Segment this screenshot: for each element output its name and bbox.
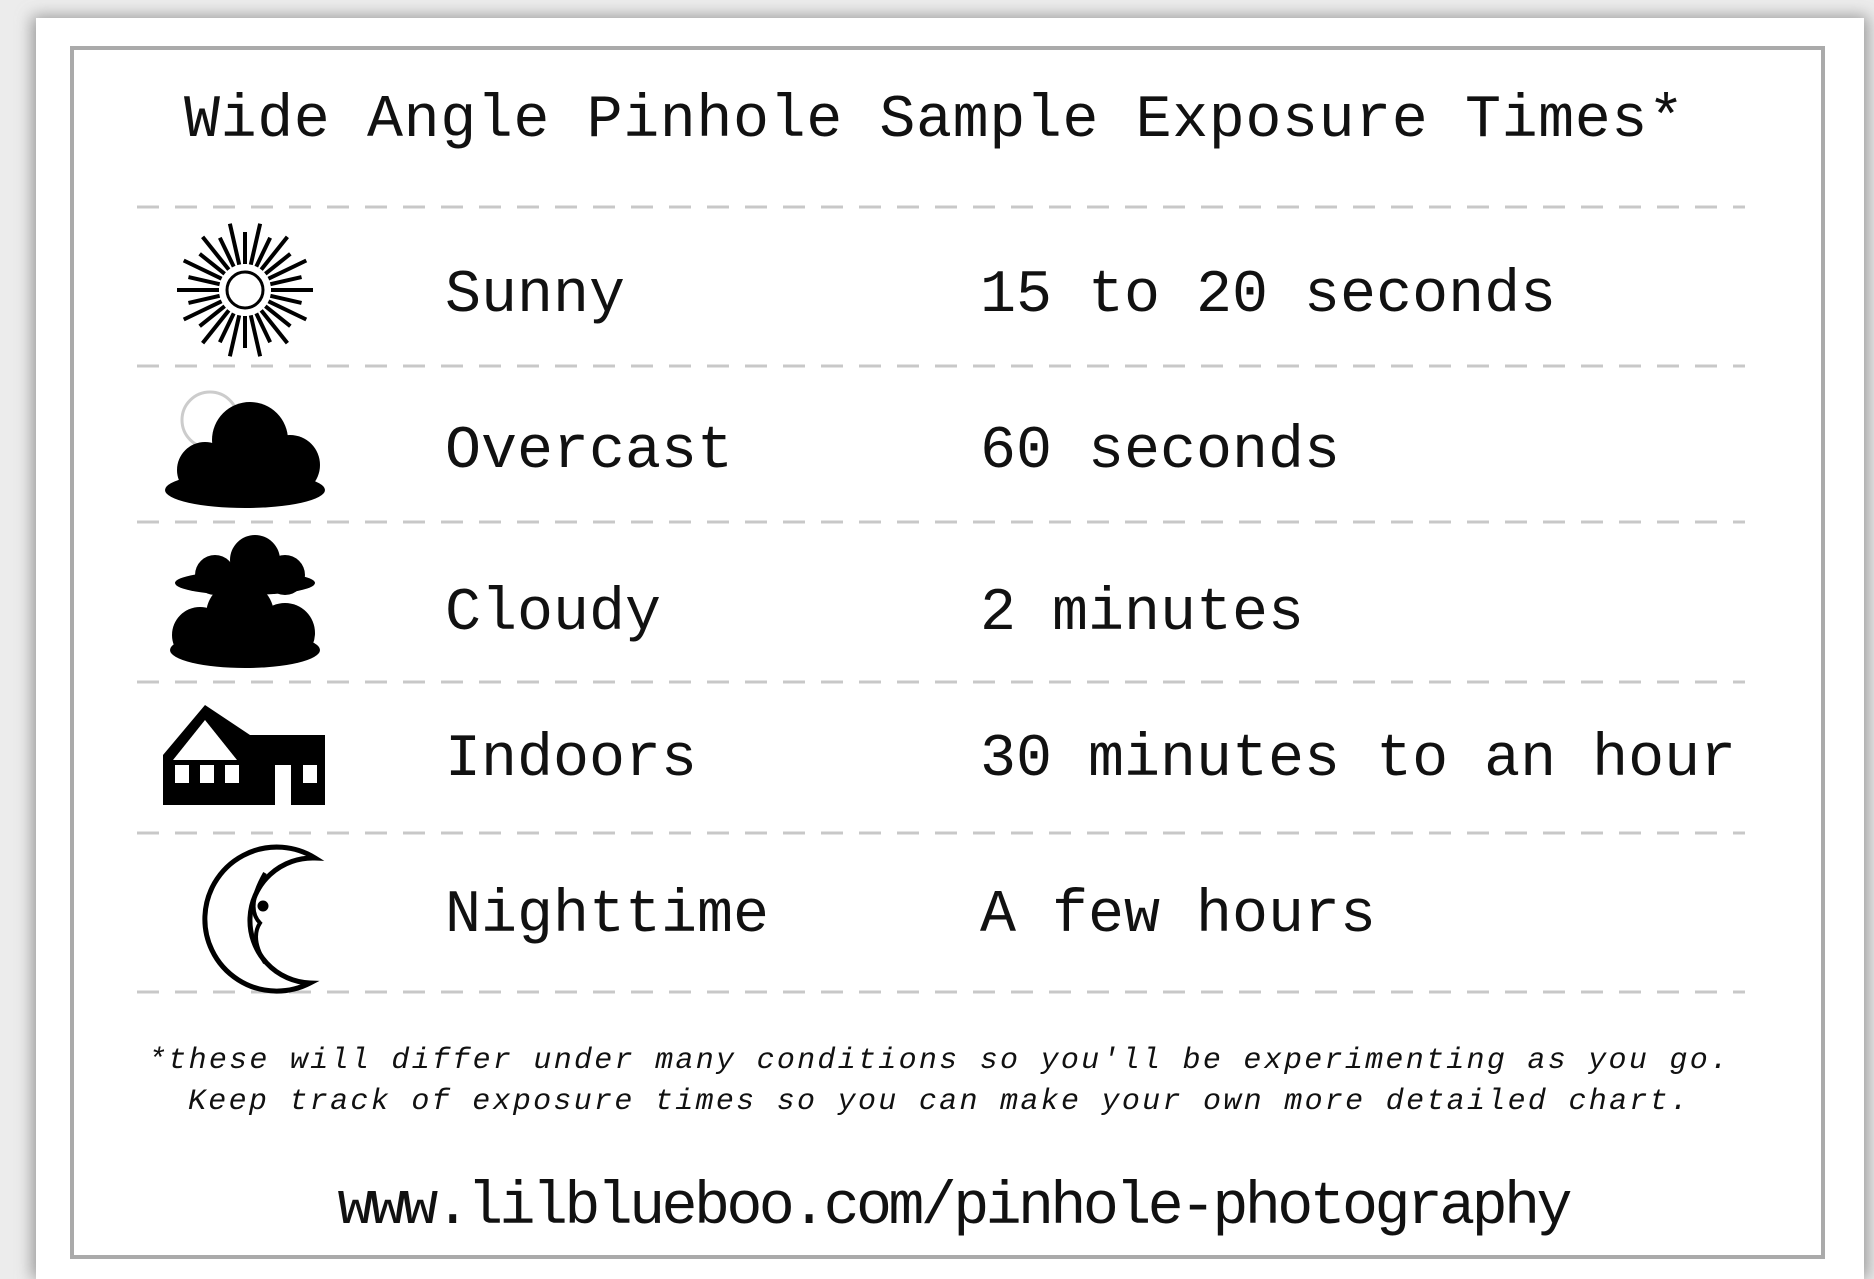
- ray: [254, 312, 272, 344]
- overcast-icon: [165, 390, 325, 508]
- condition: Overcast: [445, 418, 733, 486]
- ray: [227, 223, 242, 266]
- ray: [248, 314, 263, 357]
- ray: [182, 299, 223, 322]
- exposure-time: 2 minutes: [980, 580, 1304, 648]
- ray: [264, 304, 292, 328]
- ray: [201, 309, 231, 345]
- ray: [267, 258, 308, 281]
- ray: [259, 309, 289, 345]
- cloudy-icon: [170, 535, 320, 668]
- ray: [248, 223, 263, 266]
- footer-url: www.lilblueboo.com/pinhole-photography: [338, 1174, 1573, 1242]
- condition: Nighttime: [445, 882, 769, 950]
- ray: [264, 252, 292, 276]
- moon-icon: [202, 844, 325, 994]
- house-icon: [163, 705, 325, 805]
- ray: [201, 235, 231, 271]
- ray: [188, 293, 221, 305]
- row-dividers: [137, 205, 1745, 994]
- ray: [254, 236, 272, 268]
- card-border: [70, 46, 1825, 1259]
- exposure-time: 60 seconds: [980, 418, 1340, 486]
- rows: Sunny 15 to 20 seconds Overcast 60 seconds C…: [445, 262, 1736, 950]
- ray: [198, 252, 226, 276]
- sun-icon: [177, 223, 313, 357]
- ray: [227, 314, 242, 357]
- condition: Indoors: [445, 726, 697, 794]
- ray: [269, 275, 302, 287]
- condition: Cloudy: [445, 580, 661, 648]
- ray: [218, 236, 236, 268]
- exposure-time: 30 minutes to an hour: [980, 726, 1736, 794]
- ray: [218, 312, 236, 344]
- condition: Sunny: [445, 262, 625, 330]
- ray: [198, 304, 226, 328]
- ray: [267, 299, 308, 322]
- title: Wide Angle Pinhole Sample Exposure Times…: [184, 87, 1684, 155]
- ray: [182, 258, 223, 281]
- ray: [259, 235, 289, 271]
- ray: [269, 293, 302, 305]
- exposure-time: 15 to 20 seconds: [980, 262, 1556, 330]
- ray: [188, 275, 221, 287]
- exposure-time: A few hours: [980, 882, 1376, 950]
